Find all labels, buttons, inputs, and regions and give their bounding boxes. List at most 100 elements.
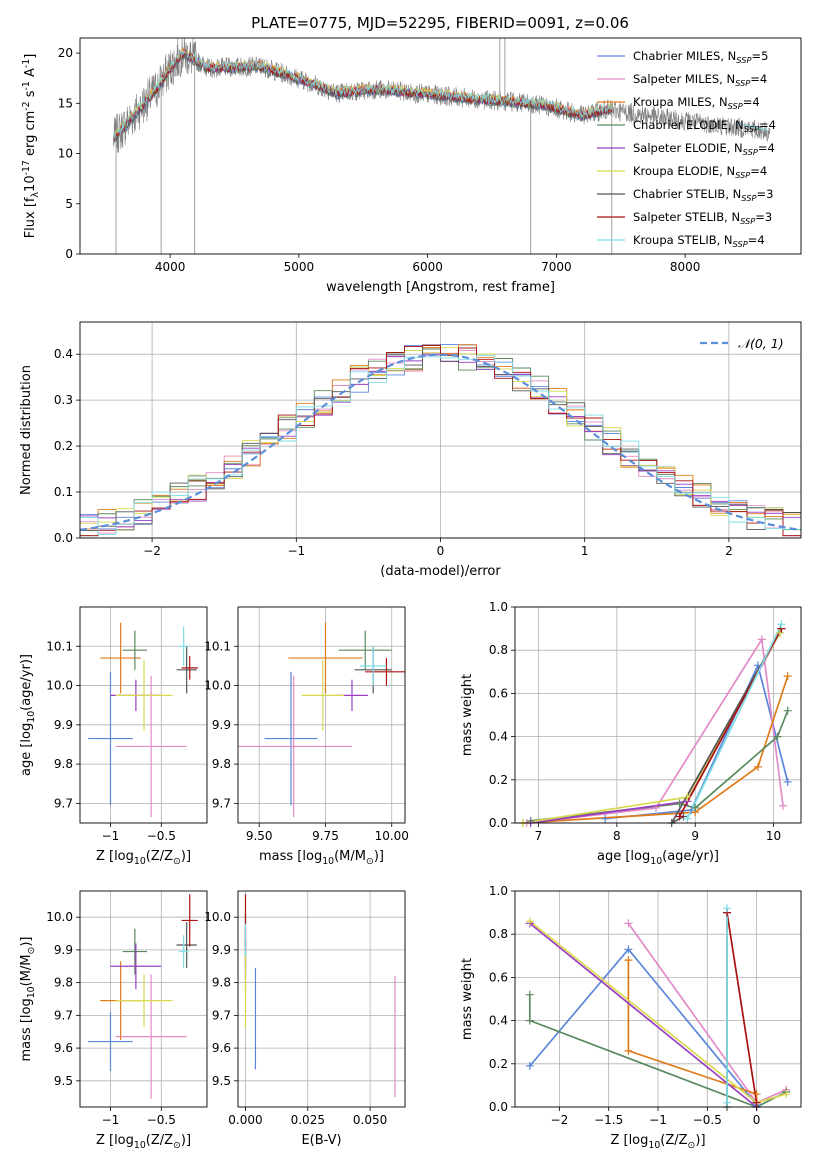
plot-area bbox=[238, 891, 405, 1107]
y-tick-label: 10.0 bbox=[204, 679, 231, 693]
x-tick-label: 0.050 bbox=[353, 1113, 387, 1127]
y-axis-label: mass weight bbox=[460, 958, 475, 1040]
y-axis-label: mass [log10​(M/M⊙​)] bbox=[19, 937, 37, 1062]
marker-c_elodie bbox=[675, 799, 684, 808]
x-axis-label: Z [log10​(Z/Z⊙​)] bbox=[610, 1133, 705, 1151]
x-tick-label: 10.00 bbox=[375, 829, 409, 843]
plot-area bbox=[515, 607, 801, 823]
y-tick-label: 9.7 bbox=[54, 796, 73, 810]
marker-k_stelib bbox=[723, 904, 732, 913]
legend-entry: Salpeter MILES, NSSP=4 bbox=[633, 72, 767, 88]
y-tick-label: 0.2 bbox=[489, 773, 508, 787]
x-tick-label: 9.75 bbox=[312, 829, 339, 843]
y-tick-label: 10.0 bbox=[46, 679, 73, 693]
plot-contents bbox=[238, 622, 405, 818]
marker-c_miles bbox=[601, 814, 610, 823]
legend-entry: Kroupa STELIB, NSSP=4 bbox=[633, 233, 765, 249]
marker-k_miles bbox=[624, 1046, 633, 1055]
legend-entry: Kroupa ELODIE, NSSP=4 bbox=[633, 164, 767, 180]
axes-frame bbox=[79, 37, 802, 255]
y-tick-label: 10.1 bbox=[46, 639, 73, 653]
x-tick-label: −2 bbox=[143, 544, 161, 558]
y-tick-label: 9.9 bbox=[54, 943, 73, 957]
y-tick-label: 9.7 bbox=[54, 1008, 73, 1022]
mass-vs-metallicity-panel: −1 −0.5 9.5 9.6 9.7 9.8 9.9 10.0 Z [log10​(Z/Z⊙​… bbox=[19, 890, 208, 1151]
y-tick-label: 1.0 bbox=[489, 884, 508, 898]
marker-k_elodie bbox=[683, 793, 692, 802]
plot-area bbox=[80, 38, 801, 254]
x-tick-label: 0 bbox=[753, 1113, 761, 1127]
x-tick-label: −0.5 bbox=[147, 829, 176, 843]
y-tick-label: 0.4 bbox=[489, 1014, 508, 1028]
weight-vs-age-panel: 7 8 9 10 0.0 0.2 0.4 0.6 0.8 1.0 age [log10​(age/y… bbox=[460, 600, 802, 867]
legend-entry: Salpeter ELODIE, NSSP=4 bbox=[633, 141, 775, 157]
y-tick-label: 1.0 bbox=[489, 600, 508, 614]
y-tick-label: 0.1 bbox=[54, 485, 73, 499]
legend-entry: Chabrier STELIB, NSSP=3 bbox=[633, 187, 773, 203]
marker-c_miles bbox=[783, 777, 792, 786]
y-tick-label: 20 bbox=[58, 46, 73, 60]
legend-entry: 𝒩(0, 1) bbox=[738, 336, 784, 351]
y-tick-label: 9.9 bbox=[212, 943, 231, 957]
y-tick-label: 9.8 bbox=[54, 757, 73, 771]
y-tick-label: 9.9 bbox=[212, 718, 231, 732]
y-tick-label: 9.7 bbox=[212, 796, 231, 810]
x-tick-label: −1 bbox=[102, 1113, 120, 1127]
line-s_elodie bbox=[529, 922, 758, 1107]
marker-c_miles bbox=[753, 661, 762, 670]
y-tick-label: 10.0 bbox=[46, 910, 73, 924]
residual-histogram-panel: −2 −1 0 1 2 0.0 0.1 0.2 0.3 0.4 (data-model)/error… bbox=[19, 321, 802, 579]
line-k_miles bbox=[522, 675, 789, 823]
plot-contents bbox=[113, 38, 771, 254]
marker-k_stelib bbox=[777, 620, 786, 629]
marker-k_elodie bbox=[782, 1090, 791, 1099]
y-tick-label: 10 bbox=[58, 147, 73, 161]
marker-s_miles bbox=[624, 919, 633, 928]
y-tick-label: 0.2 bbox=[54, 439, 73, 453]
marker-s_miles bbox=[757, 635, 766, 644]
legend-entry: Chabrier MILES, NSSP=5 bbox=[633, 49, 768, 65]
x-axis-label: age [log10​(age/yr)] bbox=[597, 849, 719, 867]
axes-frame bbox=[514, 606, 802, 824]
x-tick-label: 8000 bbox=[670, 260, 701, 274]
y-tick-label: 9.6 bbox=[212, 1041, 231, 1055]
legend-entry: Salpeter STELIB, NSSP=3 bbox=[633, 210, 772, 226]
marker-c_elodie bbox=[691, 803, 700, 812]
x-axis-label: Z [log10​(Z/Z⊙​)] bbox=[96, 1133, 191, 1151]
y-tick-label: 9.7 bbox=[212, 1008, 231, 1022]
x-tick-label: 9.50 bbox=[246, 829, 273, 843]
line-k_stelib bbox=[686, 623, 783, 820]
x-axis-label: (data-model)/error bbox=[380, 564, 501, 579]
marker-k_miles bbox=[752, 1090, 761, 1099]
x-tick-label: 1 bbox=[581, 544, 589, 558]
marker-c_elodie bbox=[525, 1016, 534, 1025]
x-tick-label: −0.5 bbox=[147, 1113, 176, 1127]
x-tick-label: 0.000 bbox=[228, 1113, 262, 1127]
marker-s_miles bbox=[778, 801, 787, 810]
histogram-k_stelib bbox=[80, 354, 801, 535]
y-tick-label: 0.0 bbox=[54, 531, 73, 545]
model-spectrum-k_stelib bbox=[113, 50, 613, 140]
line-c_elodie bbox=[528, 994, 787, 1107]
x-axis-label: Z [log10​(Z/Z⊙​)] bbox=[96, 849, 191, 867]
marker-c_elodie bbox=[525, 990, 534, 999]
y-tick-label: 9.8 bbox=[54, 976, 73, 990]
y-tick-label: 0.4 bbox=[54, 347, 73, 361]
x-tick-label: −1 bbox=[649, 1113, 667, 1127]
y-tick-label: 9.8 bbox=[212, 757, 231, 771]
weight-vs-metallicity-panel: −2 −1.5 −1 −0.5 0 0.0 0.2 0.4 0.6 0.8 1.0 Z [log10​… bbox=[460, 884, 802, 1151]
y-axis-label: age [log10​(age/yr)] bbox=[19, 654, 37, 776]
x-tick-label: −1.5 bbox=[594, 1113, 623, 1127]
axes-frame bbox=[79, 890, 208, 1108]
marker-s_stelib bbox=[752, 1098, 761, 1107]
x-tick-label: 8 bbox=[613, 829, 621, 843]
x-tick-label: −0.5 bbox=[693, 1113, 722, 1127]
plot-contents bbox=[244, 894, 396, 1098]
x-tick-label: 2 bbox=[725, 544, 733, 558]
x-tick-label: 7 bbox=[535, 829, 543, 843]
x-tick-label: −1 bbox=[102, 829, 120, 843]
model-tail bbox=[736, 122, 769, 131]
marker-k_elodie bbox=[525, 917, 534, 926]
y-axis-label: mass weight bbox=[460, 674, 475, 756]
x-axis-label: E(B-V) bbox=[301, 1133, 341, 1148]
